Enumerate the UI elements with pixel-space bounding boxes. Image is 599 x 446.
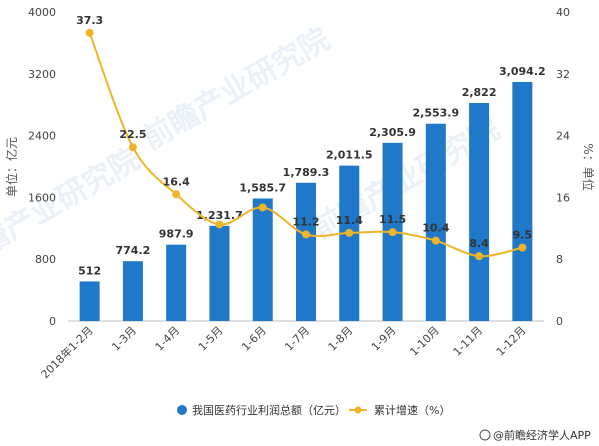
bar — [339, 165, 360, 321]
left-axis-ticks: 0 800 1600 2400 3200 4000 — [28, 6, 56, 328]
line-value-label: 11.4 — [336, 214, 363, 227]
watermark-text-1: 前瞻产业研究院 — [137, 22, 336, 157]
logo-icon — [479, 429, 491, 441]
line-value-label: 11.2 — [292, 215, 319, 228]
bar — [512, 81, 533, 321]
line-point — [85, 28, 94, 37]
legend-line-marker — [354, 406, 362, 414]
x-tick-label: 1-4月 — [153, 324, 183, 354]
left-tick-label: 1600 — [28, 191, 56, 204]
line-data-labels: 37.3 22.5 16.4 11.2 11.4 11.5 10.4 8.4 9.5 — [76, 14, 532, 250]
right-tick-label: 8 — [556, 253, 563, 266]
legend-bar-marker — [177, 405, 187, 415]
bar-value-label: 987.9 — [159, 228, 194, 241]
line-value-label: 10.4 — [422, 222, 449, 235]
legend-bar-label: 我国医药行业利润总额（亿元） — [192, 403, 346, 417]
x-tick-label: 1-11月 — [451, 324, 486, 359]
line-point — [302, 230, 310, 239]
line-path — [88, 32, 523, 258]
x-tick-label: 1-6月 — [239, 324, 269, 354]
line-point — [258, 203, 267, 212]
left-tick-label: 2400 — [28, 130, 56, 143]
line-point — [345, 228, 354, 237]
bar-series — [79, 81, 533, 321]
x-tick-label: 1-12月 — [494, 324, 529, 359]
x-tick-label: 2018年1-2月 — [38, 323, 96, 381]
right-tick-label: 40 — [556, 6, 570, 19]
x-tick-label: 1-9月 — [369, 324, 399, 354]
right-tick-label: 24 — [556, 130, 570, 143]
legend-line-label: 累计增速（%） — [374, 403, 450, 417]
source-footer: @前瞻经济学人APP — [479, 428, 591, 442]
right-tick-label: 16 — [556, 191, 570, 204]
line-point — [388, 228, 397, 237]
bar-value-label: 2,553.9 — [412, 107, 459, 120]
line-point — [215, 220, 224, 229]
left-tick-label: 3200 — [28, 68, 56, 81]
line-value-label: 37.3 — [76, 14, 103, 27]
bar-data-labels: 512 774.2 987.91,231.7 1,585.7 1,789.3 2,011.… — [78, 65, 546, 277]
line-value-label: 22.5 — [119, 128, 146, 141]
bar-value-label: 2,305.9 — [369, 126, 416, 139]
bar — [425, 123, 446, 321]
x-tick-label: 1-3月 — [109, 324, 139, 354]
bar — [252, 198, 273, 321]
x-tick-label: 1-10月 — [407, 324, 442, 359]
bar-value-label: 774.2 — [116, 244, 151, 257]
bar — [296, 182, 316, 321]
bar-value-label: 2,011.5 — [326, 149, 373, 162]
bar — [209, 225, 230, 321]
right-tick-label: 32 — [556, 68, 570, 81]
bar-value-label: 2,822 — [462, 86, 497, 99]
bar — [166, 244, 187, 321]
bar-value-label: 512 — [78, 264, 101, 277]
left-tick-label: 0 — [49, 315, 56, 328]
source-label: @前瞻经济学人APP — [493, 428, 591, 442]
line-point — [128, 143, 137, 152]
x-tick-label: 1-5月 — [196, 324, 226, 354]
legend: 我国医药行业利润总额（亿元） 累计增速（%） — [177, 403, 450, 417]
line-point — [431, 236, 440, 245]
x-axis-labels: 2018年1-2月 1-3月 1-4月 1-5月 1-6月 1-7月 1-8月 1-9月 1-1… — [38, 323, 529, 381]
bar-value-label: 1,789.3 — [283, 166, 330, 179]
right-axis-ticks: 0 8 16 24 32 40 — [556, 6, 570, 328]
x-tick-label: 1-8月 — [326, 324, 356, 354]
bar — [469, 103, 490, 321]
right-tick-label: 0 — [556, 315, 563, 328]
left-tick-label: 800 — [35, 253, 56, 266]
bar-value-label: 3,094.2 — [499, 65, 546, 78]
line-value-label: 16.4 — [163, 175, 190, 188]
line-value-label: 9.5 — [513, 229, 533, 242]
line-point — [172, 190, 181, 199]
line-point — [518, 243, 527, 252]
line-value-label: 11.5 — [379, 213, 406, 226]
right-axis-title: %：单位 — [581, 143, 596, 190]
line-value-label: 8.4 — [469, 237, 489, 250]
bar-value-label: 1,585.7 — [239, 182, 286, 195]
bar-value-label: 1,231.7 — [196, 209, 243, 222]
line-series — [85, 28, 527, 261]
left-tick-label: 4000 — [28, 6, 56, 19]
bar — [122, 261, 143, 321]
x-tick-label: 1-7月 — [282, 324, 312, 354]
line-point — [475, 252, 484, 261]
bar — [79, 281, 100, 321]
left-axis-title: 单位：亿元 — [4, 137, 19, 197]
